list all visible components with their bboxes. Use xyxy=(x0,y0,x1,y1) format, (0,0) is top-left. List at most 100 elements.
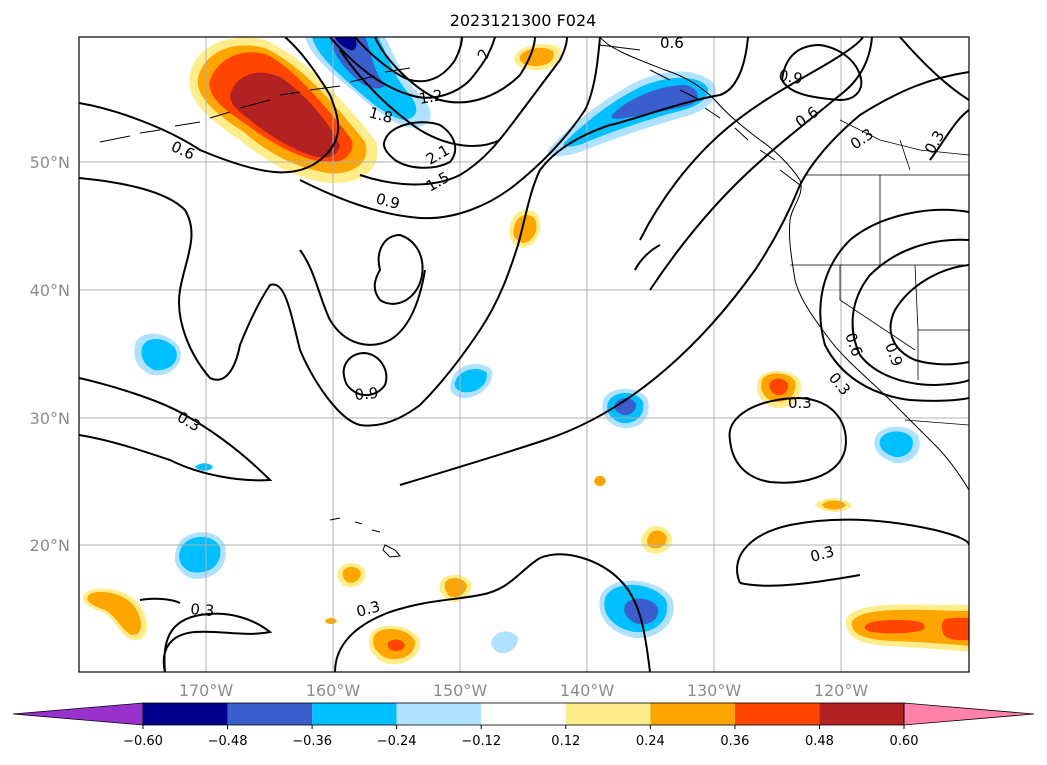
anomaly-negative-136w-15n-3 xyxy=(624,598,659,625)
anomaly-positive-158w-2 xyxy=(342,566,361,583)
anomaly-negative-170w-20n-2 xyxy=(179,536,221,573)
hawaii xyxy=(329,517,401,558)
colorbar-segment xyxy=(312,703,397,725)
lon-label: 160°W xyxy=(306,681,361,700)
colorbar-segment xyxy=(481,703,566,725)
contour-0-3-west xyxy=(79,377,273,482)
contour-2-1 xyxy=(382,121,457,169)
anomaly-negative-145w-13n xyxy=(491,631,518,654)
map-panel: 0.6 1.2 1.8 2.1 1.5 0.9 0.6 0.9 0.6 0.3 … xyxy=(79,34,969,672)
contour-big-loop xyxy=(373,233,424,305)
lon-label: 150°W xyxy=(433,681,488,700)
colorbar-tick-label: −0.24 xyxy=(377,734,417,749)
contour-0-3-south-west xyxy=(139,597,273,672)
colorbar-segment xyxy=(650,703,735,725)
anomaly-negative-137w-3 xyxy=(614,398,636,416)
colorbar-tick-label: 0.12 xyxy=(551,734,580,749)
contour-label: 0.3 xyxy=(354,597,382,621)
contour-outer xyxy=(79,37,749,427)
contour-label: 0.3 xyxy=(190,600,215,620)
anomaly-positive-aleutian-4 xyxy=(230,72,340,158)
lon-label: 170°W xyxy=(179,681,234,700)
colorbar-segment xyxy=(734,703,820,725)
lat-label: 20°N xyxy=(30,536,70,555)
contour-label: 0.3 xyxy=(808,542,836,566)
contour-label: 0.9 xyxy=(777,66,804,88)
alaska-islands xyxy=(599,44,801,186)
contour-0-9 xyxy=(299,37,601,220)
colorbar-tick-labels: −0.60 −0.48 −0.36 −0.24 −0.12 0.12 0.24 0.36 0.4… xyxy=(123,725,918,749)
contour-0-6-east xyxy=(634,37,864,271)
colorbar-segment xyxy=(227,703,313,725)
anomaly-negative-baja-2 xyxy=(879,431,913,458)
contour-label: 1.2 xyxy=(418,86,445,108)
contour-0-9-ne xyxy=(780,43,863,102)
anomaly-positive-179w-2 xyxy=(87,591,142,636)
colorbar-tick-label: −0.36 xyxy=(292,734,332,749)
north-america-coast xyxy=(599,37,969,491)
contour-0-3-lower-right xyxy=(736,518,969,587)
anomaly-positive-southeast-4 xyxy=(941,617,969,641)
contour-1-8 xyxy=(354,37,463,83)
contour-0-3-central xyxy=(399,71,969,486)
anomaly-negative-alaska-north-4 xyxy=(335,37,357,51)
latitude-labels: 50°N 40°N 30°N 20°N xyxy=(30,153,70,555)
colorbar-tick-label: 0.48 xyxy=(805,734,834,749)
anomaly-positive-135w-20n-2 xyxy=(646,530,667,549)
colorbar-tick-label: 0.60 xyxy=(890,734,919,749)
contour-1-5 xyxy=(359,37,568,186)
contour-label: 0.3 xyxy=(788,394,812,412)
contour-label: 0.6 xyxy=(660,34,684,52)
anomaly-negative-150w-2 xyxy=(454,369,488,393)
anomaly-positive-125w-3 xyxy=(769,378,789,396)
colorbar-segment xyxy=(819,703,904,725)
map-title: 2023121300 F024 xyxy=(450,11,597,30)
contour-low-center-outer xyxy=(819,208,969,402)
state-borders xyxy=(790,175,969,380)
map-frame xyxy=(78,36,970,673)
contours xyxy=(79,37,969,672)
anomaly-negative-alaska-east-3 xyxy=(611,85,698,119)
colorbar-extend-max xyxy=(903,702,1035,726)
colorbar-segment xyxy=(565,703,651,725)
contour-0-3-south-center xyxy=(334,553,651,672)
colorbar-tick-label: 0.36 xyxy=(720,734,749,749)
contour-label: 0.9 xyxy=(374,189,402,213)
contour-0-6-mid xyxy=(299,49,501,346)
contour-label: 1.8 xyxy=(367,103,395,127)
canada-provinces xyxy=(839,119,969,171)
contour-0-3-ne2 xyxy=(929,109,969,161)
contour-low-center-mid xyxy=(851,238,969,387)
anomaly-positive-45n-2 xyxy=(513,214,537,243)
contour-0-3-ne xyxy=(899,37,969,101)
lon-label: 120°W xyxy=(814,681,869,700)
anomaly-positive-160w-13n xyxy=(325,618,337,624)
anomaly-positive-small-121w-2 xyxy=(822,500,846,510)
lat-label: 50°N xyxy=(30,153,70,172)
contour-0-3-east-circle xyxy=(728,396,847,484)
graticule xyxy=(79,37,969,672)
contour-1-2 xyxy=(329,37,496,99)
contour-0-9-small xyxy=(342,351,388,397)
lat-label: 30°N xyxy=(30,409,70,428)
colorbar xyxy=(12,702,1035,726)
contour-0-9-east xyxy=(649,37,873,291)
colorbar-segment xyxy=(143,703,228,725)
anomaly-negative-175w-2 xyxy=(141,339,177,371)
anomaly-negative-small-28n xyxy=(195,463,213,471)
anomaly-positive-small-139w xyxy=(594,475,606,487)
contour-0-6-north xyxy=(79,37,340,174)
anomaly-positive-155w-3 xyxy=(387,639,405,651)
lon-label: 130°W xyxy=(687,681,742,700)
colorbar-segment xyxy=(396,703,482,725)
colorbar-tick-label: −0.60 xyxy=(123,734,163,749)
lon-label: 140°W xyxy=(560,681,615,700)
longitude-labels: 170°W 160°W 150°W 140°W 130°W 120°W xyxy=(179,681,869,700)
anomaly-positive-southeast-3 xyxy=(864,620,925,634)
colorbar-tick-label: 0.24 xyxy=(636,734,665,749)
contour-label: 0.9 xyxy=(354,384,379,404)
colorbar-frame xyxy=(142,702,905,726)
colorbar-tick-label: −0.48 xyxy=(208,734,248,749)
mexico-border xyxy=(904,419,969,426)
